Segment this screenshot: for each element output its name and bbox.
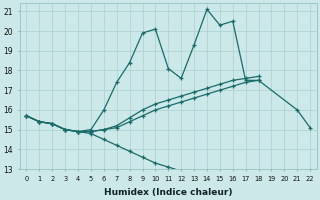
X-axis label: Humidex (Indice chaleur): Humidex (Indice chaleur) xyxy=(104,188,233,197)
